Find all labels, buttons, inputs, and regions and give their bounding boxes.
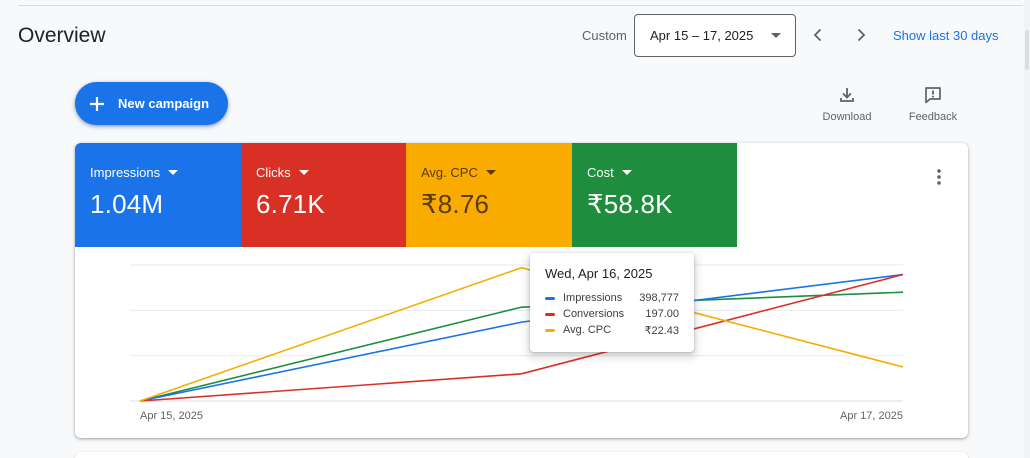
page-title: Overview	[18, 24, 106, 47]
metric-label: Avg. CPC	[421, 165, 478, 180]
new-campaign-button[interactable]: New campaign	[75, 82, 228, 125]
chart-tooltip: Wed, Apr 16, 2025 Impressions 398,777 Co…	[530, 253, 694, 352]
dropdown-caret-icon	[771, 33, 781, 38]
date-range-select[interactable]: Apr 15 – 17, 2025	[634, 14, 796, 57]
tooltip-row: Conversions 197.00	[545, 306, 679, 322]
series-swatch	[545, 312, 555, 316]
feedback-button[interactable]: Feedback	[903, 85, 963, 123]
dropdown-caret-icon	[168, 170, 179, 175]
metric-value: 1.04M	[90, 189, 164, 219]
tooltip-series-value: 197.00	[645, 308, 679, 320]
scrollbar[interactable]	[1024, 0, 1030, 458]
performance-card: Impressions 1.04M Clicks 6.71K Avg. CPC …	[75, 143, 968, 438]
dropdown-caret-icon	[298, 170, 309, 175]
tooltip-row: Avg. CPC ₹22.43	[545, 322, 679, 338]
metric-cost[interactable]: Cost ₹58.8K	[572, 143, 737, 247]
more-vert-icon	[937, 169, 941, 185]
tooltip-row: Impressions 398,777	[545, 290, 679, 306]
dropdown-caret-icon	[621, 170, 632, 175]
series-swatch	[545, 328, 555, 332]
series-line-conversions[interactable]	[139, 273, 904, 402]
tooltip-series-name: Impressions	[563, 292, 623, 304]
custom-label: Custom	[582, 28, 627, 43]
download-button[interactable]: Download	[818, 85, 876, 123]
tooltip-series-value: ₹22.43	[644, 324, 679, 337]
series-line-impressions[interactable]	[139, 273, 904, 402]
metric-impressions[interactable]: Impressions 1.04M	[75, 143, 241, 247]
scrollbar-thumb[interactable]	[1025, 30, 1029, 70]
plus-icon	[90, 96, 104, 111]
new-campaign-label: New campaign	[118, 96, 210, 111]
tooltip-series-value: 398,777	[639, 292, 679, 304]
dropdown-caret-icon	[485, 170, 496, 175]
series-swatch	[545, 296, 555, 300]
metric-label: Clicks	[256, 165, 291, 180]
date-range-value: Apr 15 – 17, 2025	[650, 28, 754, 43]
x-tick-label: Apr 15, 2025	[140, 410, 203, 422]
performance-chart[interactable]: Apr 15, 2025 Apr 17, 2025	[75, 247, 968, 438]
metric-value: ₹8.76	[421, 189, 490, 219]
metric-avg-cpc[interactable]: Avg. CPC ₹8.76	[406, 143, 572, 247]
download-label: Download	[822, 111, 872, 123]
metric-clicks[interactable]: Clicks 6.71K	[241, 143, 406, 247]
metric-label: Impressions	[90, 165, 161, 180]
tooltip-title: Wed, Apr 16, 2025	[545, 266, 653, 281]
metric-label: Cost	[587, 165, 614, 180]
chevron-right-icon	[857, 28, 866, 42]
chevron-left-icon	[813, 28, 822, 42]
previous-period-button[interactable]	[805, 22, 831, 48]
feedback-label: Feedback	[908, 111, 958, 123]
next-card	[75, 452, 968, 458]
more-options-button[interactable]	[927, 165, 951, 189]
show-last-30-days-link[interactable]: Show last 30 days	[893, 28, 999, 43]
metric-value: 6.71K	[256, 189, 325, 219]
tooltip-series-name: Avg. CPC	[563, 324, 612, 336]
series-line-avg-cpc[interactable]	[139, 266, 904, 402]
top-divider	[18, 5, 1023, 6]
x-tick-label: Apr 17, 2025	[840, 410, 903, 422]
feedback-icon	[925, 87, 941, 104]
download-icon	[840, 88, 854, 102]
metric-value: ₹58.8K	[587, 189, 673, 219]
series-line-series-4[interactable]	[139, 291, 904, 402]
tooltip-series-name: Conversions	[563, 308, 625, 320]
next-period-button[interactable]	[848, 22, 874, 48]
